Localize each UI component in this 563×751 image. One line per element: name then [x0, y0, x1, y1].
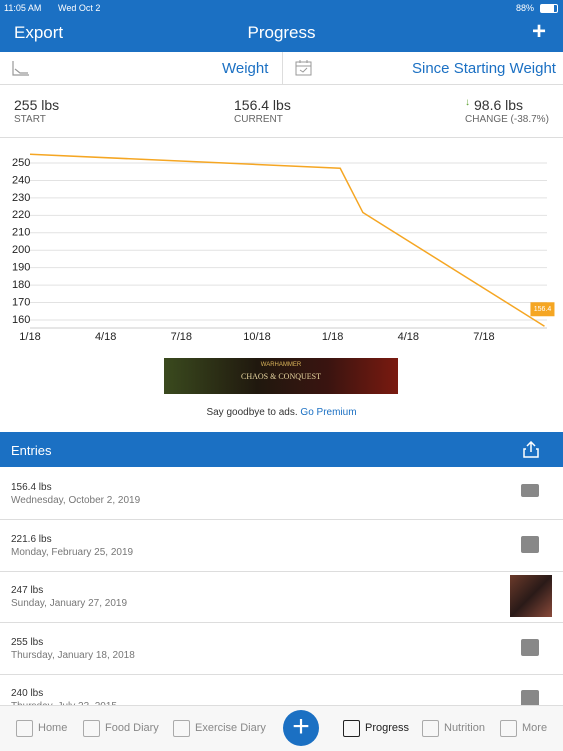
- tab-bar: + Home Food Diary Exercise Diary Progress Nu…: [0, 705, 563, 751]
- status-date: Wed Oct 2: [58, 3, 101, 13]
- x-tick-label: 1/18: [322, 331, 343, 343]
- page-title: Progress: [247, 23, 316, 42]
- tab-icon: [173, 720, 190, 737]
- ad-text: CHAOS & CONQUEST: [240, 372, 321, 381]
- y-tick-label: 210: [12, 227, 30, 239]
- add-button[interactable]: +: [532, 18, 547, 45]
- tab-label[interactable]: More: [522, 722, 548, 734]
- stat-label: START: [14, 114, 46, 125]
- y-tick-label: 160: [12, 314, 30, 326]
- x-tick-label: 10/18: [243, 331, 271, 343]
- y-tick-label: 250: [12, 157, 30, 169]
- quick-add[interactable]: +: [283, 710, 319, 746]
- x-tick-label: 4/18: [398, 331, 419, 343]
- entry-row[interactable]: 240 lbs Thursday, July 23, 2015: [0, 674, 563, 705]
- status-time: 11:05 AM: [4, 3, 42, 13]
- y-tick-label: 180: [12, 279, 30, 291]
- ad-brand: WARHAMMER: [260, 362, 302, 368]
- tab-label[interactable]: Exercise Diary: [195, 722, 266, 734]
- tab-label[interactable]: Food Diary: [105, 722, 159, 734]
- y-tick-label: 230: [12, 192, 30, 204]
- share-icon[interactable]: [523, 441, 539, 458]
- y-tick-label: 220: [12, 209, 30, 221]
- stat-value: 255 lbs: [14, 97, 60, 113]
- stat-label: CURRENT: [234, 114, 283, 125]
- y-tick-label: 170: [12, 296, 30, 308]
- entry-weight: 255 lbs: [11, 636, 44, 648]
- entry-weight: 156.4 lbs: [11, 482, 52, 493]
- entry-row[interactable]: 247 lbs Sunday, January 27, 2019: [0, 571, 563, 623]
- entry-weight: 221.6 lbs: [11, 533, 52, 545]
- tab-icon: [500, 720, 517, 737]
- divider: [282, 52, 283, 84]
- battery: 88%: [516, 3, 535, 13]
- premium-note: Say goodbye to ads. Go Premium: [0, 407, 563, 418]
- tab-icon: [422, 720, 439, 737]
- entry-date: Sunday, January 27, 2019: [11, 598, 128, 609]
- x-tick-label: 7/18: [473, 331, 494, 343]
- value-tag: [530, 302, 555, 317]
- x-tick-label: 4/18: [95, 331, 116, 343]
- calendar-icon: [295, 60, 312, 76]
- tab-icon: [16, 720, 33, 737]
- tab-label[interactable]: Nutrition: [444, 722, 485, 734]
- premium-text: Say goodbye to ads.: [206, 407, 298, 418]
- chart-icon: [12, 61, 29, 76]
- ad-banner[interactable]: WARHAMMER CHAOS & CONQUEST: [164, 358, 398, 394]
- image-icon: [521, 535, 539, 553]
- image-icon: [521, 638, 539, 656]
- tab-icon: [83, 720, 100, 737]
- y-tick-label: 240: [12, 174, 30, 186]
- battery-icon: [540, 4, 558, 13]
- entry-date: Thursday, July 23, 2015: [11, 701, 117, 705]
- metric-selector[interactable]: Weight: [222, 60, 269, 77]
- tab-icon: [343, 720, 360, 737]
- x-tick-label: 7/18: [171, 331, 192, 343]
- tab-label[interactable]: Progress: [365, 722, 410, 734]
- tab-label[interactable]: Home: [38, 722, 68, 734]
- entry-date: Wednesday, October 2, 2019: [11, 495, 141, 506]
- filter-bar: Weight Since Starting Weight: [0, 52, 563, 85]
- entries-header: Entries: [0, 432, 563, 467]
- top-bar: 11:05 AM Wed Oct 2 88% Export Progress +: [0, 0, 563, 52]
- stats-row: 255 lbs START 156.4 lbs CURRENT ↓ 98.6 l…: [0, 85, 563, 138]
- x-tick-label: 1/18: [19, 331, 40, 343]
- export-button[interactable]: Export: [14, 23, 64, 42]
- image-icon: [521, 690, 539, 705]
- entry-date: Monday, February 25, 2019: [11, 546, 134, 558]
- weight-chart: 160 170 180 190 200 210 220 230 240 250 1/18 4/18 7/…: [12, 153, 555, 343]
- camera-icon: [521, 484, 539, 497]
- entry-row[interactable]: 221.6 lbs Monday, February 25, 2019: [0, 520, 563, 572]
- stat-value: 156.4 lbs: [234, 97, 291, 113]
- weight-line: [29, 153, 545, 327]
- premium-link[interactable]: Go Premium: [300, 407, 357, 418]
- entry-weight: 240 lbs: [11, 688, 44, 699]
- entry-row[interactable]: 156.4 lbs Wednesday, October 2, 2019: [0, 468, 563, 520]
- photo-thumbnail: [510, 575, 552, 617]
- entry-row[interactable]: 255 lbs Thursday, January 18, 2018: [0, 623, 563, 675]
- y-tick-label: 190: [12, 262, 30, 274]
- entry-date: Thursday, January 18, 2018: [11, 649, 135, 661]
- value-label: 156.4: [534, 306, 552, 313]
- entries-title: Entries: [11, 443, 52, 458]
- y-tick-label: 200: [12, 244, 30, 256]
- stat-value: 98.6 lbs: [474, 97, 524, 113]
- range-selector[interactable]: Since Starting Weight: [412, 60, 556, 77]
- stat-label: CHANGE (-38.7%): [465, 114, 549, 125]
- entries-list: 156.4 lbs Wednesday, October 2, 2019 221.6…: [0, 468, 563, 705]
- down-arrow: ↓: [465, 97, 470, 108]
- entry-weight: 247 lbs: [11, 585, 44, 596]
